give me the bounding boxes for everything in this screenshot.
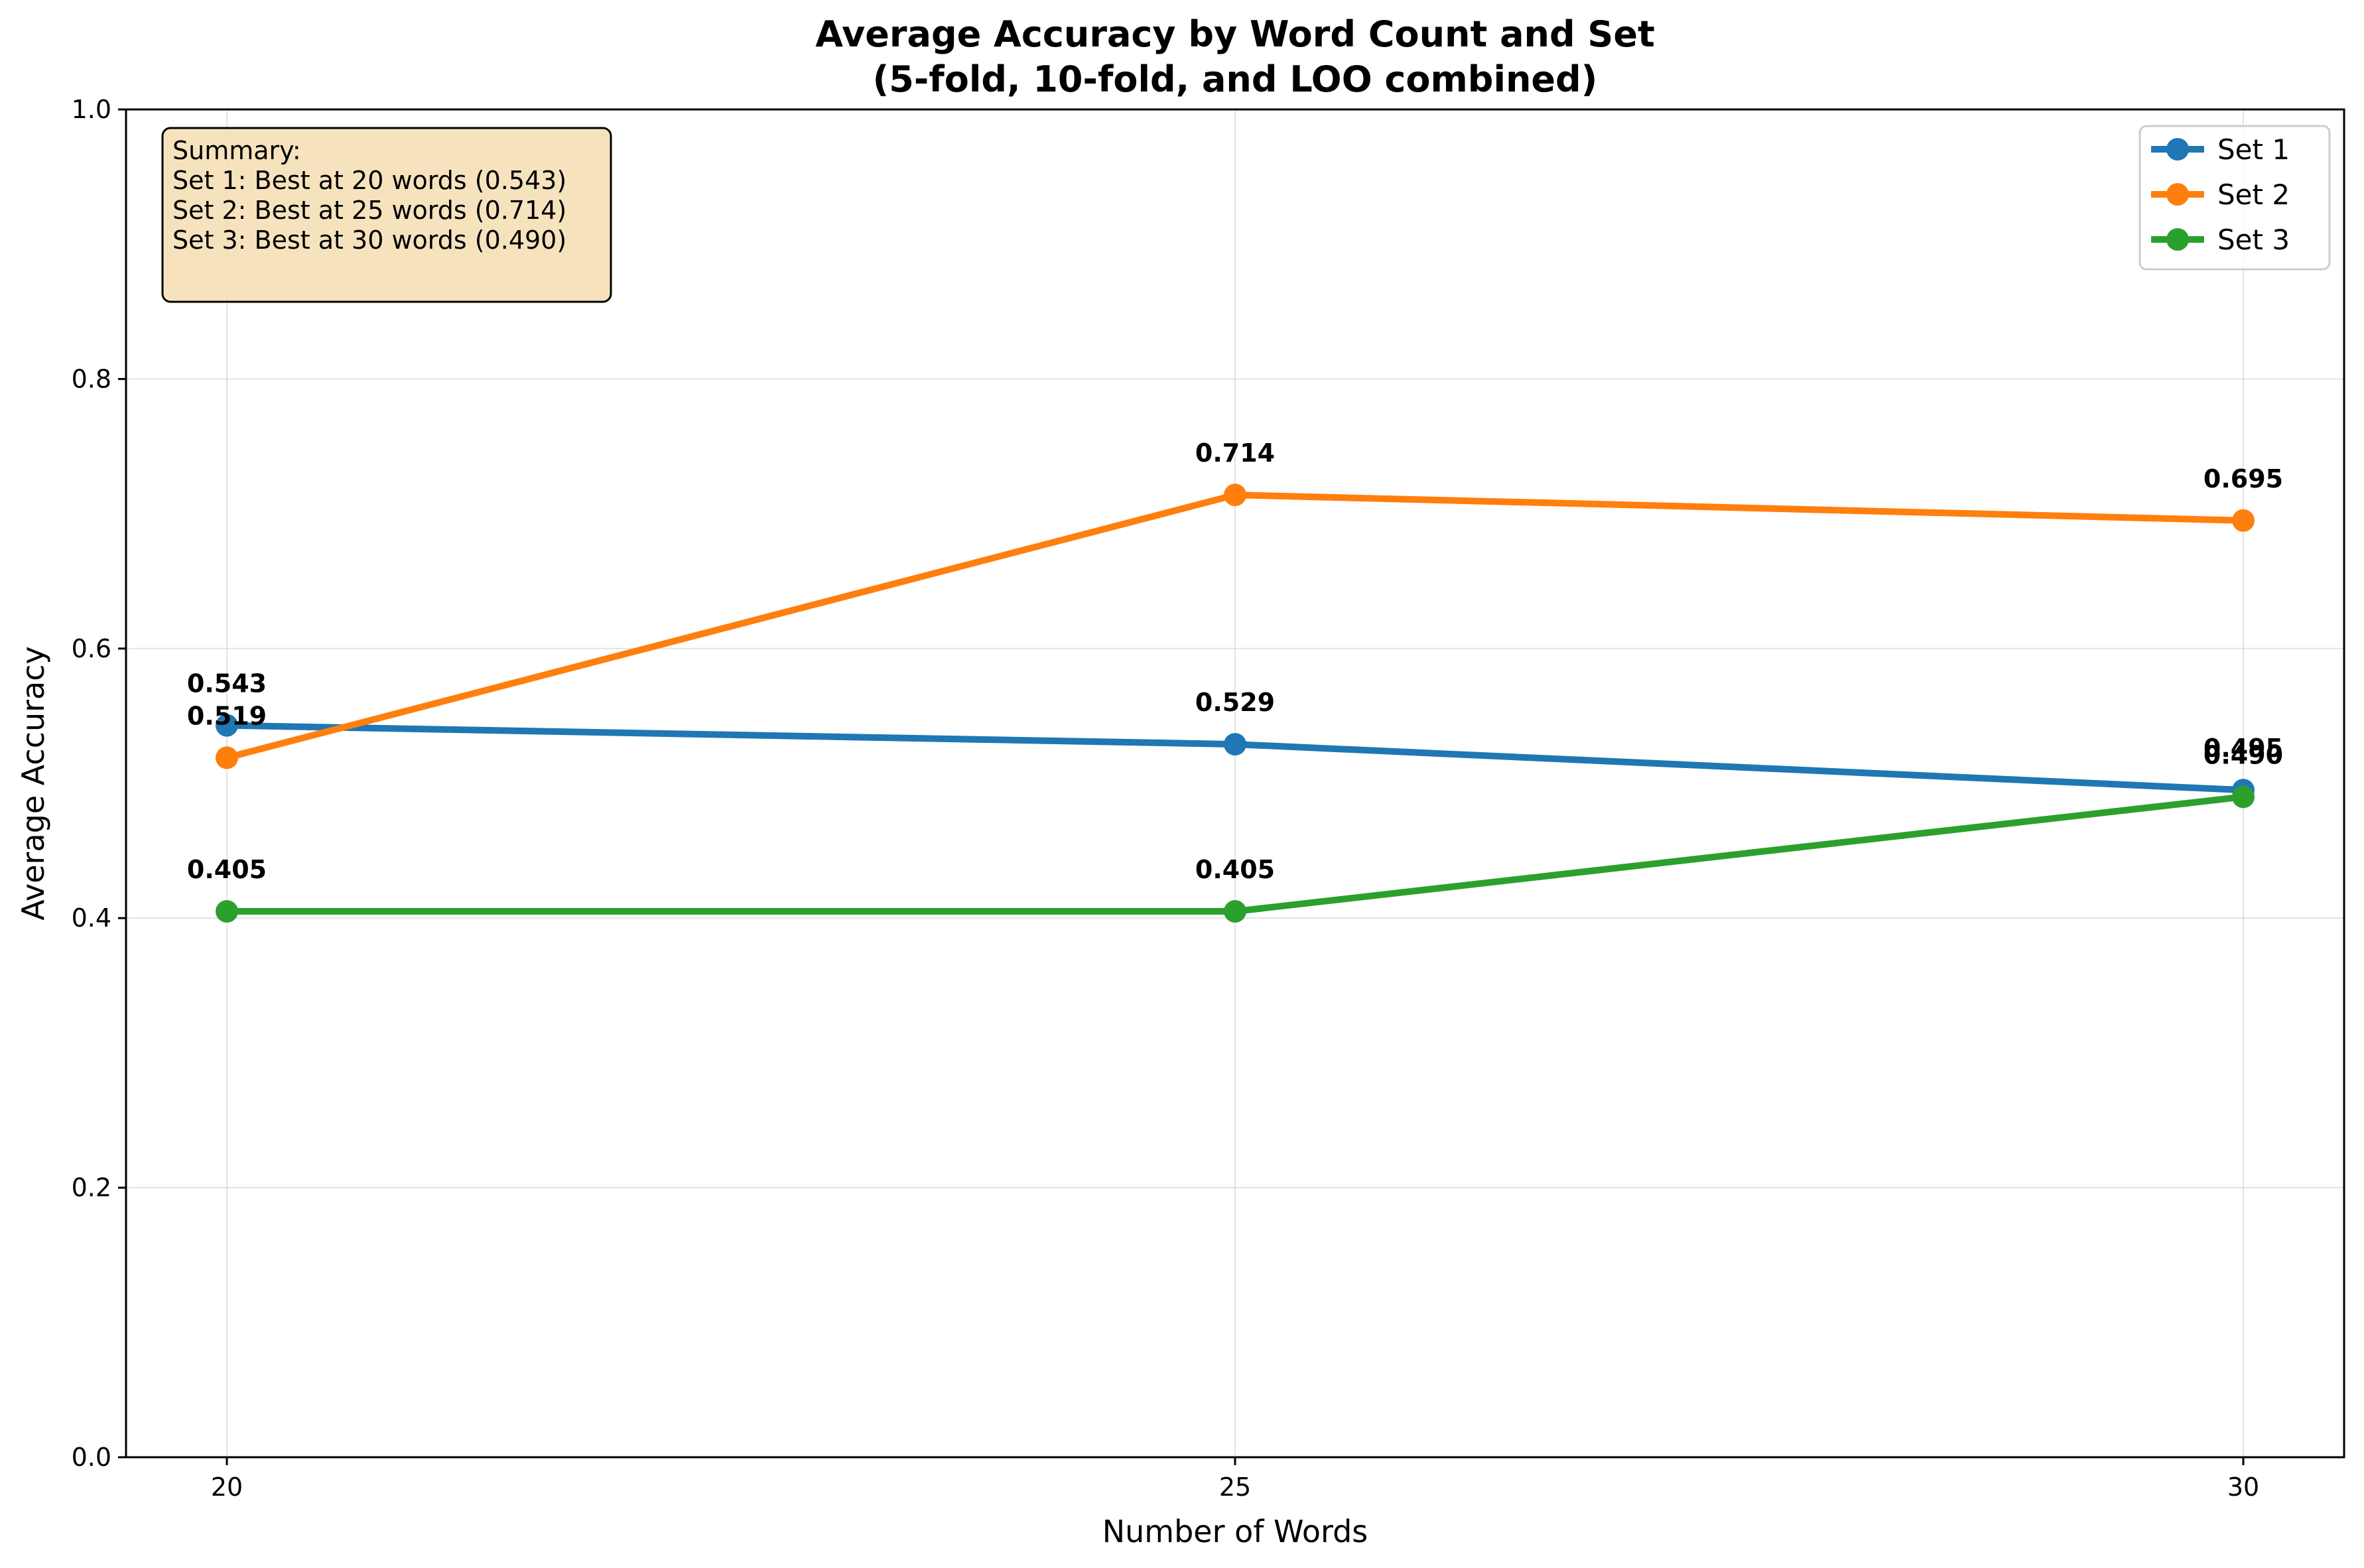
data-point-set-2 <box>216 746 238 769</box>
legend-label-set-2: Set 2 <box>2217 178 2290 211</box>
data-labels: 0.543 0.529 0.495 0.519 0.714 0.695 0.405 0.405… <box>187 438 2283 884</box>
data-label-set-3: 0.490 <box>2203 740 2283 769</box>
legend-label-set-1: Set 1 <box>2217 133 2290 166</box>
summary-heading: Summary: <box>172 136 301 165</box>
x-axis-label: Number of Words <box>1102 1514 1368 1549</box>
chart-subtitle: (5-fold, 10-fold, and LOO combined) <box>873 58 1598 100</box>
y-tick-label: 0.0 <box>72 1443 111 1472</box>
data-label-set-2: 0.695 <box>2203 464 2283 493</box>
legend-marker-set-1 <box>2166 138 2189 161</box>
x-axis-ticks: 20 25 30 <box>211 1457 2259 1502</box>
legend-marker-set-3 <box>2166 228 2189 251</box>
y-tick-label: 0.4 <box>72 903 111 933</box>
data-point-set-3 <box>216 900 238 923</box>
y-tick-label: 0.8 <box>72 364 111 393</box>
data-label-set-2: 0.519 <box>187 701 267 730</box>
legend: Set 1 Set 2 Set 3 <box>2138 125 2331 271</box>
data-point-set-2 <box>1224 484 1246 507</box>
data-point-set-1 <box>216 714 238 737</box>
data-label-set-2: 0.714 <box>1195 438 1275 468</box>
chart-title: Average Accuracy by Word Count and Set <box>815 13 1655 55</box>
y-axis-label: Average Accuracy <box>15 646 51 921</box>
x-tick-label: 25 <box>1219 1472 1251 1502</box>
x-tick-label: 30 <box>2227 1472 2259 1502</box>
series-lines <box>216 484 2255 923</box>
y-tick-label: 0.6 <box>72 634 111 663</box>
y-axis-ticks: 0.0 0.2 0.4 0.6 0.8 1.0 <box>72 95 126 1472</box>
y-tick-label: 1.0 <box>72 95 111 124</box>
data-point-set-1 <box>1224 733 1246 756</box>
summary-line-set-1: Set 1: Best at 20 words (0.543) <box>172 166 566 195</box>
data-label-set-1: 0.543 <box>187 669 267 698</box>
data-point-set-3 <box>1224 900 1246 923</box>
legend-label-set-3: Set 3 <box>2217 224 2290 256</box>
summary-line-set-2: Set 2: Best at 25 words (0.714) <box>172 196 566 225</box>
x-tick-label: 20 <box>211 1472 243 1502</box>
plot-frame <box>125 108 2345 1459</box>
data-label-set-3: 0.405 <box>187 855 267 884</box>
summary-box: Summary: Set 1: Best at 20 words (0.543)… <box>161 127 612 303</box>
legend-marker-set-2 <box>2166 183 2189 206</box>
data-point-set-3 <box>2232 785 2255 809</box>
summary-line-set-3: Set 3: Best at 30 words (0.490) <box>172 226 566 255</box>
grid-lines <box>126 109 2344 1458</box>
data-label-set-1: 0.529 <box>1195 688 1275 717</box>
data-label-set-3: 0.405 <box>1195 855 1275 884</box>
y-tick-label: 0.2 <box>72 1173 111 1203</box>
data-label-set-1: 0.495 <box>2203 734 2283 763</box>
data-point-set-2 <box>2232 509 2255 532</box>
